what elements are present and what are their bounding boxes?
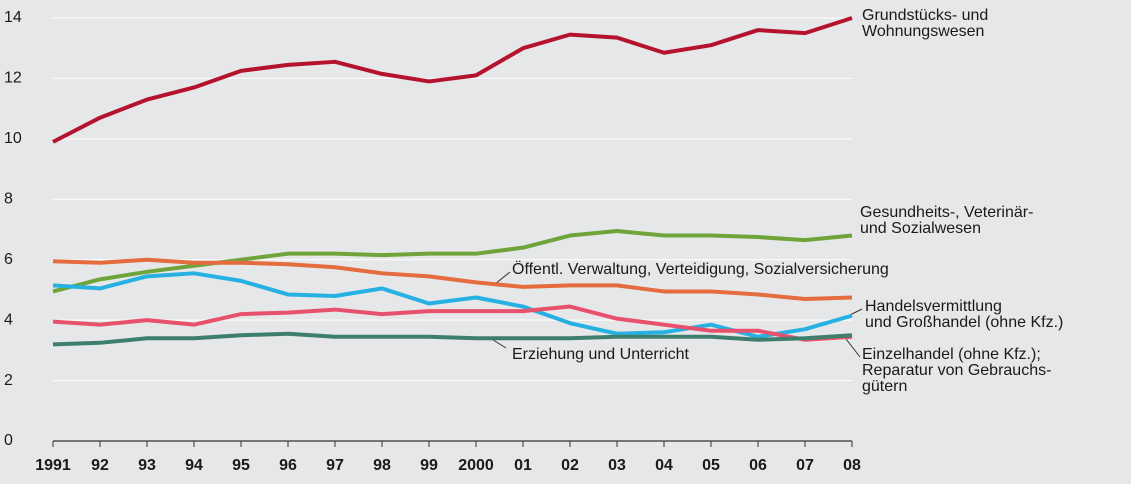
x-tick-label: 99 — [420, 457, 438, 474]
y-tick-label: 6 — [4, 251, 13, 268]
x-tick-label: 1991 — [35, 457, 71, 474]
series-label: Öffentl. Verwaltung, Verteidigung, Sozia… — [512, 261, 889, 278]
x-tick-label: 97 — [326, 457, 344, 474]
x-tick-label: 06 — [749, 457, 767, 474]
y-tick-label: 4 — [4, 311, 13, 328]
y-tick-label: 14 — [4, 9, 22, 26]
y-tick-label: 0 — [4, 432, 13, 449]
x-tick-label: 03 — [608, 457, 626, 474]
x-tick-label: 04 — [655, 457, 673, 474]
y-tick-label: 2 — [4, 372, 13, 389]
x-tick-label: 01 — [514, 457, 532, 474]
series-line — [52, 257, 853, 301]
x-tick-label: 98 — [373, 457, 391, 474]
leader-line — [845, 338, 861, 358]
series-label: Handelsvermittlung und Großhandel (ohne … — [865, 298, 1064, 331]
series-line — [52, 271, 853, 339]
y-tick-label: 10 — [4, 130, 22, 147]
x-tick-label: 96 — [279, 457, 297, 474]
x-tick-label: 05 — [702, 457, 720, 474]
y-tick-label: 8 — [4, 191, 13, 208]
x-tick-label: 08 — [843, 457, 861, 474]
series-line — [52, 304, 853, 342]
series-label: Einzelhandel (ohne Kfz.); Reparatur von … — [862, 346, 1052, 395]
y-tick-label: 12 — [4, 70, 22, 87]
x-tick-label: 92 — [91, 457, 109, 474]
series-line — [52, 16, 853, 144]
x-tick-label: 94 — [185, 457, 203, 474]
x-tick-label: 07 — [796, 457, 814, 474]
series-line — [52, 331, 853, 347]
leader-line — [494, 271, 511, 285]
series-label: Gesundheits-, Veterinär- und Sozialwesen — [860, 204, 1034, 237]
x-tick-label: 93 — [138, 457, 156, 474]
x-tick-label: 95 — [232, 457, 250, 474]
series-label: Grundstücks- und Wohnungswesen — [862, 7, 989, 40]
series-line — [52, 229, 853, 294]
x-tick-label: 2000 — [458, 457, 494, 474]
x-tick-label: 02 — [561, 457, 579, 474]
series-label: Erziehung und Unterricht — [512, 346, 689, 363]
